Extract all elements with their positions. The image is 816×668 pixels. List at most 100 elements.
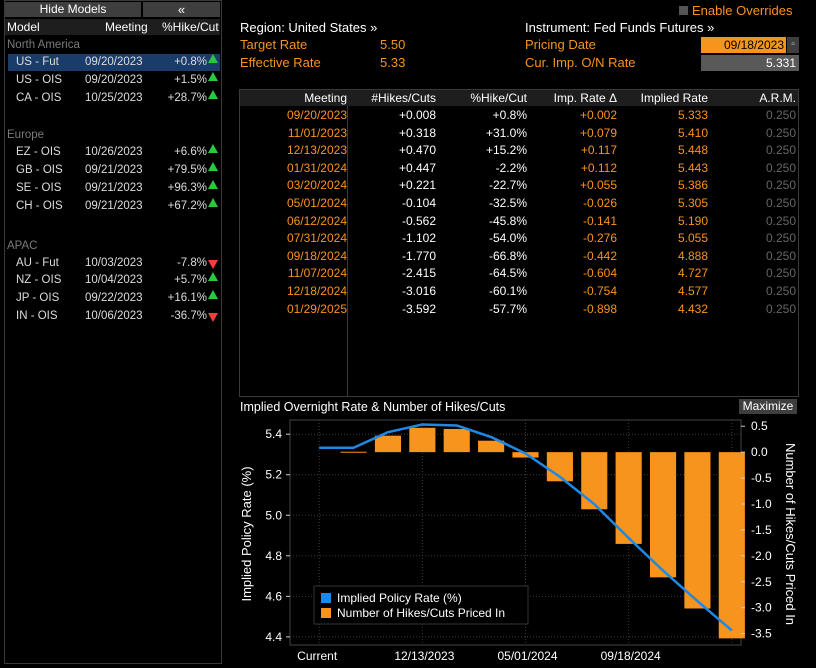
instrument-selector[interactable]: Instrument: Fed Funds Futures » xyxy=(525,20,715,35)
model-name: CA - OIS xyxy=(16,91,62,104)
table-cell: -1.102 xyxy=(401,231,436,246)
table-cell: 5.333 xyxy=(677,108,708,122)
model-pct: +0.8% xyxy=(174,56,207,68)
y-right-tick-label: 0.0 xyxy=(751,445,768,459)
table-row[interactable]: 07/31/2024 -1.102 -54.0% -0.276 5.055 0.250 xyxy=(240,230,798,248)
table-cell: +0.318 xyxy=(398,125,436,140)
y-axis-label-left: Implied Policy Rate (%) xyxy=(239,466,254,601)
collapse-panel-icon[interactable]: « xyxy=(143,2,220,17)
model-row[interactable]: IN - OIS 10/06/2023 -36.7% xyxy=(8,308,220,325)
arrow-up-icon xyxy=(208,144,218,154)
table-cell: -0.141 xyxy=(582,213,617,228)
section-heading: North America xyxy=(7,39,80,51)
bar xyxy=(581,452,608,510)
y-right-tick-label: 0.5 xyxy=(751,419,768,433)
table-cell: +0.002 xyxy=(579,108,617,122)
legend-box xyxy=(313,585,529,625)
y-left-tick-label: 5.2 xyxy=(265,468,282,482)
table-row[interactable]: 06/12/2024 -0.562 -45.8% -0.141 5.190 0.250 xyxy=(240,213,798,231)
cur-imp-rate-input[interactable]: 5.331 xyxy=(701,55,799,71)
model-meeting: 10/06/2023 xyxy=(85,310,143,322)
table-cell: -0.442 xyxy=(582,248,617,263)
model-meeting: 09/21/2023 xyxy=(85,182,143,194)
table-row[interactable]: 01/29/2025 -3.592 -57.7% -0.898 4.432 0.250 xyxy=(240,301,798,319)
line-series xyxy=(319,423,733,632)
arrow-up-icon xyxy=(208,272,218,282)
y-right-tick-label: -3.0 xyxy=(751,601,772,615)
meeting-column-header: Meeting xyxy=(105,19,148,35)
th-meeting[interactable]: Meeting xyxy=(304,91,347,105)
model-row[interactable]: GB - OIS 09/21/2023 +79.5% xyxy=(8,162,220,179)
table-cell: +31.0% xyxy=(485,125,527,140)
table-cell: 0.250 xyxy=(765,231,796,246)
calendar-icon[interactable]: ▫ xyxy=(787,37,799,53)
table-row[interactable]: 09/20/2023 +0.008 +0.8% +0.002 5.333 0.250 xyxy=(240,107,798,125)
table-cell: 01/31/2024 xyxy=(286,160,347,175)
table-row[interactable]: 09/18/2024 -1.770 -66.8% -0.442 4.888 0.250 xyxy=(240,248,798,266)
x-tick-label: 05/01/2024 xyxy=(497,649,557,663)
model-meeting: 09/22/2023 xyxy=(85,292,143,305)
arrow-up-icon xyxy=(208,71,218,81)
model-row[interactable]: EZ - OIS 10/26/2023 +6.6% xyxy=(8,144,220,161)
table-cell: -0.562 xyxy=(401,213,436,228)
model-row[interactable]: AU - Fut 10/03/2023 -7.8% xyxy=(8,255,220,272)
table-row[interactable]: 12/13/2023 +0.470 +15.2% +0.117 5.448 0.250 xyxy=(240,142,798,160)
table-cell: -0.104 xyxy=(401,196,436,210)
table-row[interactable]: 12/18/2024 -3.016 -60.1% -0.754 4.577 0.250 xyxy=(240,283,798,301)
x-tick-label: 09/18/2024 xyxy=(601,649,661,663)
y-right-tick-label: -1.5 xyxy=(751,523,772,537)
model-row[interactable]: US - Fut 09/20/2023 +0.8% xyxy=(8,54,220,71)
model-pct: -7.8% xyxy=(176,256,207,269)
table-cell: +0.055 xyxy=(579,178,617,193)
model-row[interactable]: SE - OIS 09/21/2023 +96.3% xyxy=(8,180,220,197)
rates-chart: 4.4 4.6 4.8 5.0 5.2 5.4 0.5 0.0 -0.5 -1.0 -1.5 -2.0… xyxy=(239,416,802,666)
th-implied-rate[interactable]: Implied Rate xyxy=(640,91,708,105)
model-row[interactable]: CA - OIS 10/25/2023 +28.7% xyxy=(8,89,220,107)
th-imp-rate-delta[interactable]: Imp. Rate Δ xyxy=(553,91,617,105)
table-cell: -22.7% xyxy=(488,178,527,193)
effective-rate-value: 5.33 xyxy=(380,55,406,70)
hide-models-button[interactable]: Hide Models xyxy=(5,2,141,17)
table-row[interactable]: 11/07/2024 -2.415 -64.5% -0.604 4.727 0.250 xyxy=(240,265,798,283)
table-cell: -60.1% xyxy=(488,284,527,298)
bar xyxy=(374,435,402,453)
y-axis-label-right: Number of Hikes/Cuts Priced In xyxy=(783,443,798,625)
table-row[interactable]: 05/01/2024 -0.104 -32.5% -0.026 5.305 0.250 xyxy=(240,195,798,213)
model-pct: -36.7% xyxy=(170,310,207,322)
table-cell: 5.448 xyxy=(677,143,708,158)
table-cell: -2.415 xyxy=(401,266,436,281)
table-cell: 09/20/2023 xyxy=(286,108,347,122)
table-cell: +15.2% xyxy=(485,143,527,158)
th-arm[interactable]: A.R.M. xyxy=(759,91,796,105)
bar xyxy=(718,452,745,639)
table-cell: +0.117 xyxy=(580,143,617,158)
th-pct-hike-cut[interactable]: %Hike/Cut xyxy=(470,91,527,105)
model-row[interactable]: JP - OIS 09/22/2023 +16.1% xyxy=(8,290,220,307)
y-right-tick-label: -0.5 xyxy=(751,471,772,485)
table-row[interactable]: 11/01/2023 +0.318 +31.0% +0.079 5.410 0.250 xyxy=(240,125,798,143)
bar xyxy=(684,452,711,609)
enable-overrides-checkbox[interactable] xyxy=(679,6,688,15)
table-cell: +0.221 xyxy=(398,178,436,193)
model-name: CH - OIS xyxy=(16,199,63,212)
model-name: US - OIS xyxy=(16,73,63,86)
model-column-header: Model xyxy=(7,19,40,35)
enable-overrides-label[interactable]: Enable Overrides xyxy=(692,3,793,18)
model-row[interactable]: US - OIS 09/20/2023 +1.5% xyxy=(8,71,220,89)
th-hikes-cuts[interactable]: #Hikes/Cuts xyxy=(371,91,436,105)
meetings-table xyxy=(239,89,799,397)
model-row[interactable]: NZ - OIS 10/04/2023 +5.7% xyxy=(8,272,220,289)
model-meeting: 10/25/2023 xyxy=(85,91,143,104)
maximize-button[interactable]: Maximize xyxy=(739,399,797,414)
table-row[interactable]: 03/20/2024 +0.221 -22.7% +0.055 5.386 0.250 xyxy=(240,177,798,195)
model-row[interactable]: CH - OIS 09/21/2023 +67.2% xyxy=(8,197,220,215)
table-cell: 5.305 xyxy=(677,196,708,210)
region-selector[interactable]: Region: United States » xyxy=(240,20,378,35)
table-cell: 0.250 xyxy=(765,248,796,263)
model-meeting: 09/20/2023 xyxy=(85,56,143,68)
pricing-date-input[interactable]: 09/18/2023 xyxy=(701,37,786,53)
model-pct: +5.7% xyxy=(174,274,207,287)
y-right-tick-label: -2.0 xyxy=(751,549,772,563)
table-row[interactable]: 01/31/2024 +0.447 -2.2% +0.112 5.443 0.250 xyxy=(240,160,798,178)
x-tick-label: Current xyxy=(297,649,338,663)
